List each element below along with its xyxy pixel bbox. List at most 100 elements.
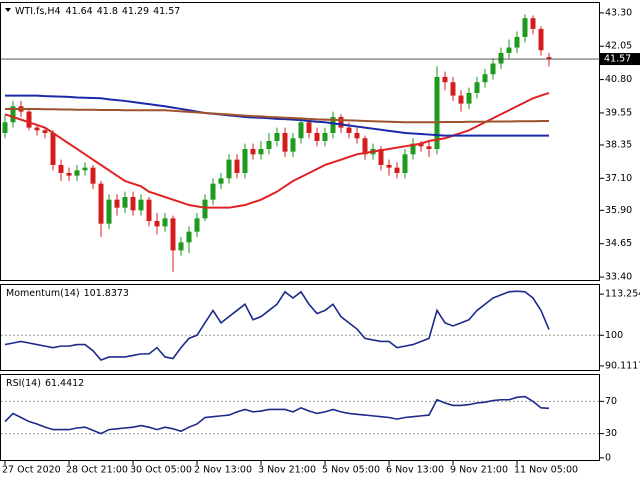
candle-body bbox=[2, 122, 8, 133]
main-panel-frame bbox=[0, 2, 600, 281]
y-tick-label: 30 bbox=[605, 428, 617, 439]
y-tick-label: 33.40 bbox=[605, 272, 632, 283]
y-tick-label: 34.65 bbox=[605, 238, 632, 249]
candle-body bbox=[490, 63, 496, 75]
x-tick-label: 2 Nov 13:00 bbox=[194, 465, 252, 476]
y-tick-label: 100 bbox=[605, 330, 623, 341]
high-value: 41.8 bbox=[97, 6, 118, 17]
candle-body bbox=[466, 92, 472, 104]
y-tick-label: 38.35 bbox=[605, 139, 632, 150]
y-tick-label: 42.05 bbox=[605, 41, 632, 52]
rsi-title: RSI(14) 61.4412 bbox=[6, 378, 84, 389]
candle-body bbox=[10, 106, 16, 123]
candle-body bbox=[186, 231, 192, 243]
indicator-name: Momentum(14) bbox=[6, 288, 80, 299]
candle-body bbox=[114, 199, 120, 208]
y-tick-label: 0 bbox=[605, 452, 611, 463]
candle-body bbox=[58, 164, 64, 173]
x-tick-label: 5 Nov 05:00 bbox=[322, 465, 380, 476]
y-tick-label: 39.55 bbox=[605, 107, 632, 118]
candle-body bbox=[522, 18, 528, 37]
candle-body bbox=[170, 218, 176, 251]
y-tick-label: 113.2541 bbox=[605, 289, 640, 300]
candle-body bbox=[266, 140, 272, 149]
candle-body bbox=[418, 143, 424, 147]
x-tick-label: 9 Nov 21:00 bbox=[450, 465, 508, 476]
candle-body bbox=[274, 132, 280, 141]
rsi-panel-frame bbox=[0, 374, 600, 461]
x-tick-label: 28 Oct 21:00 bbox=[66, 465, 128, 476]
moving-average bbox=[5, 107, 549, 124]
candle-body bbox=[354, 132, 360, 139]
candle-body bbox=[154, 221, 160, 227]
candle-body bbox=[458, 95, 464, 104]
candle-body bbox=[138, 199, 144, 211]
x-tick-label: 3 Nov 21:00 bbox=[258, 465, 316, 476]
indicator-value: 101.8373 bbox=[84, 288, 129, 299]
candle-body bbox=[386, 164, 392, 168]
candle-body bbox=[226, 159, 232, 179]
candle-body bbox=[82, 167, 88, 171]
candle-body bbox=[338, 116, 344, 128]
candle-body bbox=[378, 148, 384, 165]
x-tick-label: 27 Oct 2020 bbox=[2, 465, 61, 476]
x-tick-label: 11 Nov 05:00 bbox=[514, 465, 578, 476]
y-tick-label: 40.80 bbox=[605, 74, 632, 85]
candle-body bbox=[122, 197, 128, 208]
candle-body bbox=[434, 76, 440, 149]
candle-body bbox=[162, 218, 168, 227]
symbol: WTI.fs,H4 bbox=[15, 6, 61, 17]
candle-body bbox=[298, 122, 304, 139]
candle-body bbox=[498, 52, 504, 64]
candle-body bbox=[90, 167, 96, 184]
candle-body bbox=[306, 122, 312, 133]
y-tick-label: 35.90 bbox=[605, 205, 632, 216]
candle-body bbox=[34, 127, 40, 131]
momentum-panel-frame bbox=[0, 284, 600, 371]
candle-body bbox=[426, 146, 432, 149]
indicator-name: RSI(14) bbox=[6, 378, 41, 389]
moving-average bbox=[4, 91, 550, 209]
candle-body bbox=[66, 172, 72, 176]
price-label-box bbox=[600, 53, 640, 66]
indicator-line bbox=[4, 395, 550, 435]
candle-body bbox=[242, 148, 248, 173]
open-value: 41.64 bbox=[66, 6, 93, 17]
candle-body bbox=[98, 183, 104, 224]
close-value: 41.57 bbox=[153, 6, 180, 17]
y-tick-label: 43.30 bbox=[605, 7, 632, 18]
candle-body bbox=[442, 76, 448, 83]
candle-body bbox=[42, 130, 48, 133]
indicator-line bbox=[4, 290, 550, 362]
candle-body bbox=[410, 143, 416, 155]
candle-body bbox=[258, 148, 264, 155]
candle-body bbox=[450, 82, 456, 96]
candle-body bbox=[130, 197, 136, 211]
y-tick-label: 70 bbox=[605, 396, 617, 407]
candle-body bbox=[530, 18, 536, 29]
candle-body bbox=[330, 116, 336, 133]
candle-body bbox=[250, 148, 256, 155]
candle-body bbox=[202, 199, 208, 219]
candle-body bbox=[546, 57, 552, 60]
candle-body bbox=[506, 47, 512, 53]
candle-body bbox=[26, 111, 32, 128]
candle-body bbox=[210, 183, 216, 200]
candle-body bbox=[474, 82, 480, 93]
menu-triangle bbox=[5, 8, 11, 12]
candle-body bbox=[106, 199, 112, 224]
x-tick-label: 30 Oct 05:00 bbox=[130, 465, 192, 476]
candle-body bbox=[362, 138, 368, 155]
candle-body bbox=[74, 170, 80, 176]
candle-body bbox=[218, 178, 224, 184]
candle-body bbox=[394, 167, 400, 173]
candle-body bbox=[146, 199, 152, 222]
candle-body bbox=[322, 132, 328, 141]
candle-body bbox=[538, 28, 544, 51]
candle-body bbox=[514, 36, 520, 48]
candle-body bbox=[50, 132, 56, 165]
candle-body bbox=[194, 218, 200, 232]
momentum-title: Momentum(14) 101.8373 bbox=[6, 288, 129, 299]
